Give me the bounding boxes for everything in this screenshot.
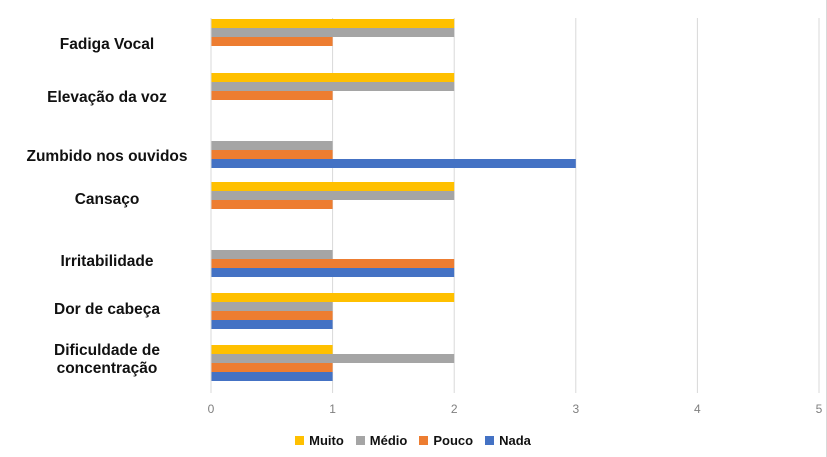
bar-nada-4 bbox=[211, 268, 455, 277]
x-tick-label-3: 3 bbox=[572, 402, 579, 416]
category-label-3: Cansaço bbox=[74, 191, 140, 208]
legend: Muito Médio Pouco Nada bbox=[0, 433, 826, 448]
bar-pouco-5 bbox=[211, 311, 333, 320]
bar-médio-3 bbox=[211, 191, 455, 200]
bar-pouco-6 bbox=[211, 363, 333, 372]
bar-muito-0 bbox=[211, 19, 455, 28]
bar-pouco-4 bbox=[211, 259, 455, 268]
bar-pouco-1 bbox=[211, 91, 333, 100]
x-tick-label-1: 1 bbox=[329, 402, 336, 416]
bar-muito-1 bbox=[211, 73, 455, 82]
x-tick-label-0: 0 bbox=[208, 402, 215, 416]
legend-label-pouco: Pouco bbox=[433, 433, 474, 448]
bar-nada-2 bbox=[211, 159, 576, 168]
bar-médio-6 bbox=[211, 354, 455, 363]
x-tick-label-4: 4 bbox=[694, 402, 701, 416]
category-label-1: Elevação da voz bbox=[47, 89, 167, 106]
bar-médio-0 bbox=[211, 28, 455, 37]
legend-item-muito: Muito bbox=[295, 433, 344, 448]
bar-médio-1 bbox=[211, 82, 455, 91]
category-label-6: Dificuldade de concentração bbox=[54, 342, 160, 377]
x-tick-label-2: 2 bbox=[451, 402, 458, 416]
legend-item-pouco: Pouco bbox=[419, 433, 473, 448]
legend-swatch-medio bbox=[355, 436, 365, 445]
bar-nada-6 bbox=[211, 372, 333, 381]
category-label-0: Fadiga Vocal bbox=[59, 36, 155, 53]
legend-swatch-muito bbox=[295, 436, 305, 445]
legend-item-nada: Nada bbox=[485, 433, 531, 448]
bar-pouco-0 bbox=[211, 37, 333, 46]
legend-swatch-pouco bbox=[419, 436, 429, 445]
legend-label-medio: Médio bbox=[369, 433, 408, 448]
bar-nada-5 bbox=[211, 320, 333, 329]
bar-pouco-3 bbox=[211, 200, 333, 209]
bar-médio-2 bbox=[211, 141, 333, 150]
legend-swatch-nada bbox=[485, 436, 495, 445]
bar-pouco-2 bbox=[211, 150, 333, 159]
bar-muito-5 bbox=[211, 293, 455, 302]
category-label-4: Irritabilidade bbox=[60, 253, 154, 270]
category-label-5: Dor de cabeça bbox=[54, 301, 160, 318]
bar-médio-4 bbox=[211, 250, 333, 259]
x-tick-label-5: 5 bbox=[816, 402, 823, 416]
bar-muito-3 bbox=[211, 182, 455, 191]
legend-item-medio: Médio bbox=[355, 433, 408, 448]
legend-label-muito: Muito bbox=[309, 433, 344, 448]
legend-label-nada: Nada bbox=[499, 433, 531, 448]
category-label-2: Zumbido nos ouvidos bbox=[26, 148, 188, 165]
bar-muito-6 bbox=[211, 345, 333, 354]
bar-médio-5 bbox=[211, 302, 333, 311]
